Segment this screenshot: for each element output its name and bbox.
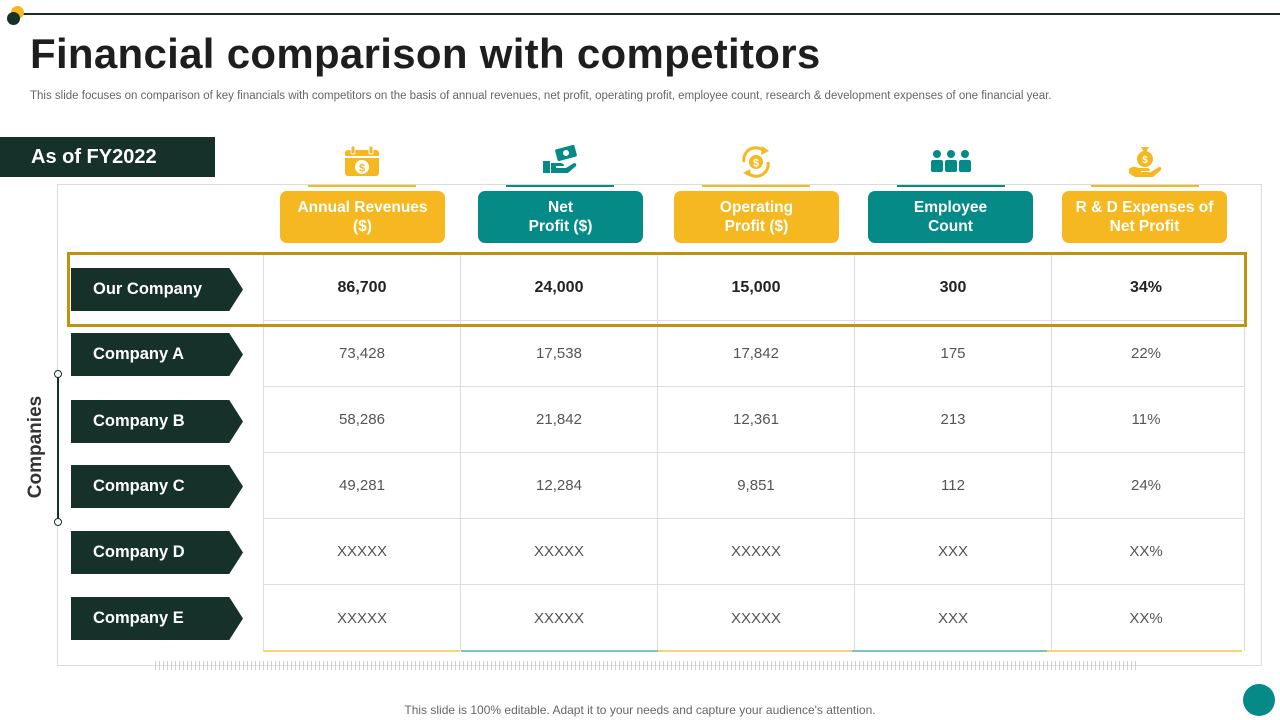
table-cell: XXX	[855, 519, 1052, 585]
column-header-net-profit: Net Profit ($)	[478, 191, 643, 243]
table-cell: 86,700	[263, 255, 461, 321]
column-icon-2: $	[702, 145, 810, 187]
corner-decor-circle	[1243, 684, 1275, 716]
column-header-employee-count: Employee Count	[868, 191, 1033, 243]
table-cell: XXXXX	[263, 585, 461, 651]
our-company-highlight	[67, 252, 1247, 327]
table-cell: 24%	[1048, 453, 1245, 519]
table-cell: 9,851	[658, 453, 855, 519]
dollar-cycle-icon: $	[742, 146, 770, 178]
row-label-company-c: Company C	[71, 465, 243, 508]
table-cell: 12,284	[461, 453, 658, 519]
table-cell: 175	[855, 321, 1052, 387]
axis-end-dot	[54, 370, 62, 378]
svg-text:$: $	[753, 158, 759, 170]
svg-text:$: $	[359, 163, 365, 175]
team-icon	[931, 150, 971, 172]
table-cell: 58,286	[263, 387, 461, 453]
top-rule	[14, 13, 1280, 15]
table-cell: 73,428	[263, 321, 461, 387]
table-cell: 17,538	[461, 321, 658, 387]
table-cell: 17,842	[658, 321, 855, 387]
table-cell: XXXXX	[263, 519, 461, 585]
table-cell: 12,361	[658, 387, 855, 453]
table-cell: XXX	[855, 585, 1052, 651]
page-subtitle: This slide focuses on comparison of key …	[30, 90, 1052, 102]
column-bottom-accent	[461, 650, 658, 652]
table-cell: 15,000	[658, 255, 855, 321]
column-header-rd-expenses: R & D Expenses of Net Profit	[1062, 191, 1227, 243]
table-cell: XX%	[1048, 519, 1245, 585]
decor-dot-dark	[7, 12, 20, 25]
column-icon-underline	[506, 185, 614, 187]
column-icon-underline	[897, 185, 1005, 187]
column-icon-3	[897, 145, 1005, 187]
column-bottom-accent	[1047, 650, 1242, 652]
column-icon-1	[506, 145, 614, 187]
table-cell: 112	[855, 453, 1052, 519]
column-header-operating-profit: Operating Profit ($)	[674, 191, 839, 243]
column-header-annual-revenues: Annual Revenues ($)	[280, 191, 445, 243]
table-cell: XXXXX	[461, 519, 658, 585]
table-cell: XXXXX	[658, 519, 855, 585]
hand-moneybag-icon: $	[1129, 147, 1162, 177]
column-icon-underline	[1091, 185, 1199, 187]
table-cell: 300	[855, 255, 1052, 321]
axis-line	[57, 375, 59, 522]
row-label-company-b: Company B	[71, 400, 243, 443]
table-cell: XX%	[1048, 585, 1245, 651]
svg-text:$: $	[1142, 155, 1148, 166]
table-cell: 213	[855, 387, 1052, 453]
column-icon-4: $	[1091, 145, 1199, 187]
column-icon-underline	[308, 185, 416, 187]
column-bottom-accent	[263, 650, 460, 652]
axis-label-companies: Companies	[25, 395, 46, 499]
column-icon-underline	[702, 185, 810, 187]
axis-end-dot	[54, 518, 62, 526]
table-cell: 21,842	[461, 387, 658, 453]
table-cell: 49,281	[263, 453, 461, 519]
table-cell: 22%	[1048, 321, 1245, 387]
column-icon-0: $	[308, 145, 416, 187]
column-bottom-accent	[658, 650, 855, 652]
period-banner: As of FY2022	[0, 137, 215, 177]
row-label-our-company: Our Company	[71, 268, 243, 311]
hand-money-icon	[543, 145, 577, 173]
ruler-decor	[155, 661, 1138, 670]
page-title: Financial comparison with competitors	[30, 30, 821, 77]
column-bottom-accent	[852, 650, 1049, 652]
footer-note: This slide is 100% editable. Adapt it to…	[404, 703, 876, 717]
row-label-company-a: Company A	[71, 333, 243, 376]
row-label-company-d: Company D	[71, 531, 243, 574]
calendar-dollar-icon: $	[345, 145, 379, 176]
table-cell: 24,000	[461, 255, 658, 321]
table-cell: XXXXX	[461, 585, 658, 651]
table-cell: 11%	[1048, 387, 1245, 453]
row-label-company-e: Company E	[71, 597, 243, 640]
table-cell: XXXXX	[658, 585, 855, 651]
